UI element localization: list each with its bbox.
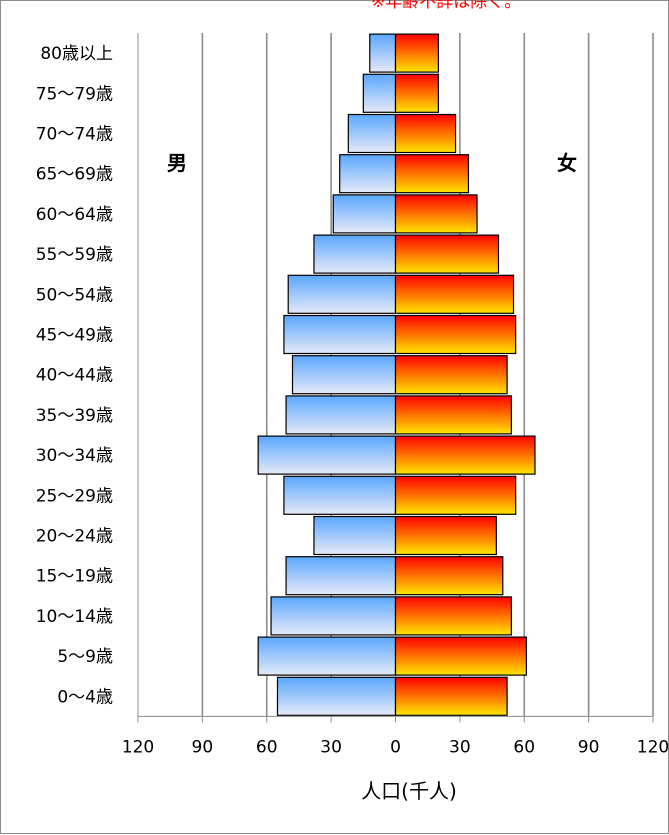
- bar-male: [257, 435, 397, 475]
- bar-male: [369, 33, 397, 73]
- bar-female: [394, 636, 527, 676]
- category-label: 70〜74歳: [36, 125, 113, 145]
- bar-male: [347, 113, 397, 154]
- category-label: 5〜9歳: [57, 647, 113, 667]
- bar-male: [283, 314, 397, 355]
- bar-male: [283, 475, 397, 515]
- bar-male: [257, 636, 397, 676]
- bar-female: [394, 234, 500, 274]
- x-axis-title: 人口(千人): [361, 779, 457, 803]
- bar-female: [394, 435, 536, 475]
- category-label: 20〜24歳: [36, 527, 113, 547]
- category-label: 10〜14歳: [36, 607, 113, 627]
- male-label: 男: [167, 151, 187, 175]
- category-label: 0〜4歳: [57, 687, 113, 707]
- bar-male: [313, 515, 397, 556]
- x-tick-label: 90: [192, 737, 214, 757]
- x-tick-label: 30: [449, 737, 471, 757]
- bar-female: [394, 154, 470, 194]
- category-label: 65〜69歳: [36, 165, 113, 185]
- x-tick-label: 60: [256, 737, 278, 757]
- x-tick-label: 120: [122, 737, 154, 757]
- category-label: 30〜34歳: [36, 446, 113, 466]
- bar-female: [394, 676, 508, 716]
- x-tick-label: 0: [390, 737, 401, 757]
- category-label: 15〜19歳: [36, 567, 113, 587]
- category-label: 35〜39歳: [36, 406, 113, 426]
- category-label: 40〜44歳: [36, 366, 113, 386]
- bar-female: [394, 515, 497, 556]
- bar-male: [313, 234, 397, 274]
- bar-male: [291, 355, 397, 395]
- category-label: 25〜29歳: [36, 486, 113, 506]
- bar-female: [394, 475, 517, 515]
- category-label: 50〜54歳: [36, 285, 113, 305]
- category-label: 80歳以上: [40, 44, 113, 64]
- bar-male: [276, 676, 397, 716]
- bar-female: [394, 314, 517, 355]
- category-label: 75〜79歳: [36, 84, 113, 104]
- x-tick-label: 60: [513, 737, 535, 757]
- category-label: 55〜59歳: [36, 245, 113, 265]
- bar-male: [332, 194, 397, 234]
- bar-female: [394, 194, 478, 234]
- bar-male: [362, 73, 397, 113]
- x-tick-label: 30: [320, 737, 342, 757]
- bar-male: [285, 556, 397, 596]
- female-label: 女: [557, 151, 577, 175]
- x-tick-label: 90: [578, 737, 600, 757]
- category-label: 60〜64歳: [36, 205, 113, 225]
- bar-female: [394, 355, 508, 395]
- bar-male: [270, 596, 397, 636]
- bar-male: [287, 274, 397, 314]
- bar-female: [394, 395, 512, 435]
- bar-female: [394, 556, 504, 596]
- x-tick-label: 120: [637, 737, 669, 757]
- bar-female: [394, 596, 512, 636]
- chart-note: ※年齢不詳は除く。: [371, 0, 522, 12]
- bar-female: [394, 73, 440, 113]
- bar-female: [394, 113, 457, 154]
- bar-female: [394, 33, 440, 73]
- bar-male: [339, 154, 397, 194]
- bar-male: [285, 395, 397, 435]
- bar-female: [394, 274, 515, 314]
- category-label: 45〜49歳: [36, 326, 113, 346]
